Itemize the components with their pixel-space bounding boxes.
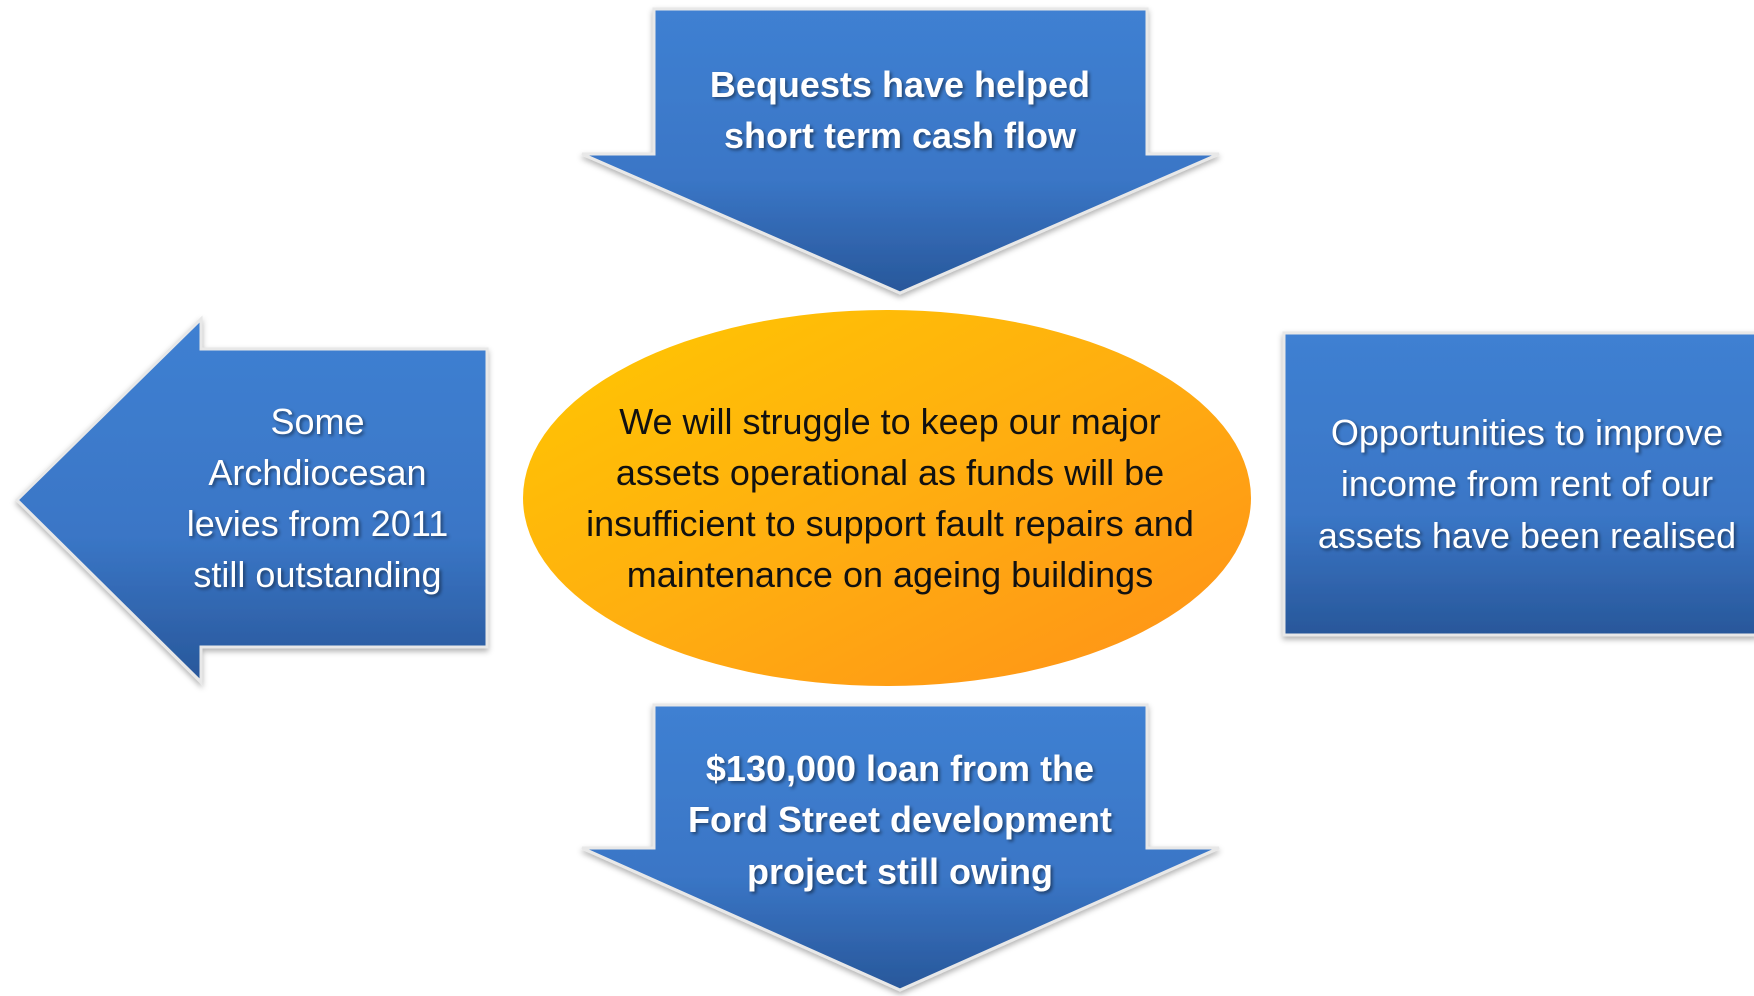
down-arrow-top [581, 7, 1220, 295]
node-label: We will struggle to keep our major asset… [586, 400, 1194, 596]
node-label: Some Archdiocesan levies from 2011 still… [186, 400, 449, 596]
down-arrow-bottom [581, 703, 1220, 992]
node-label: $130,000 loan from the Ford Street devel… [687, 748, 1113, 892]
left-arrow [14, 315, 489, 686]
right-box [1282, 331, 1754, 637]
node-label: Opportunities to improve income from ren… [1317, 412, 1737, 556]
center-ellipse [523, 310, 1251, 686]
node-label: Bequests have helped short term cash flo… [709, 63, 1091, 156]
